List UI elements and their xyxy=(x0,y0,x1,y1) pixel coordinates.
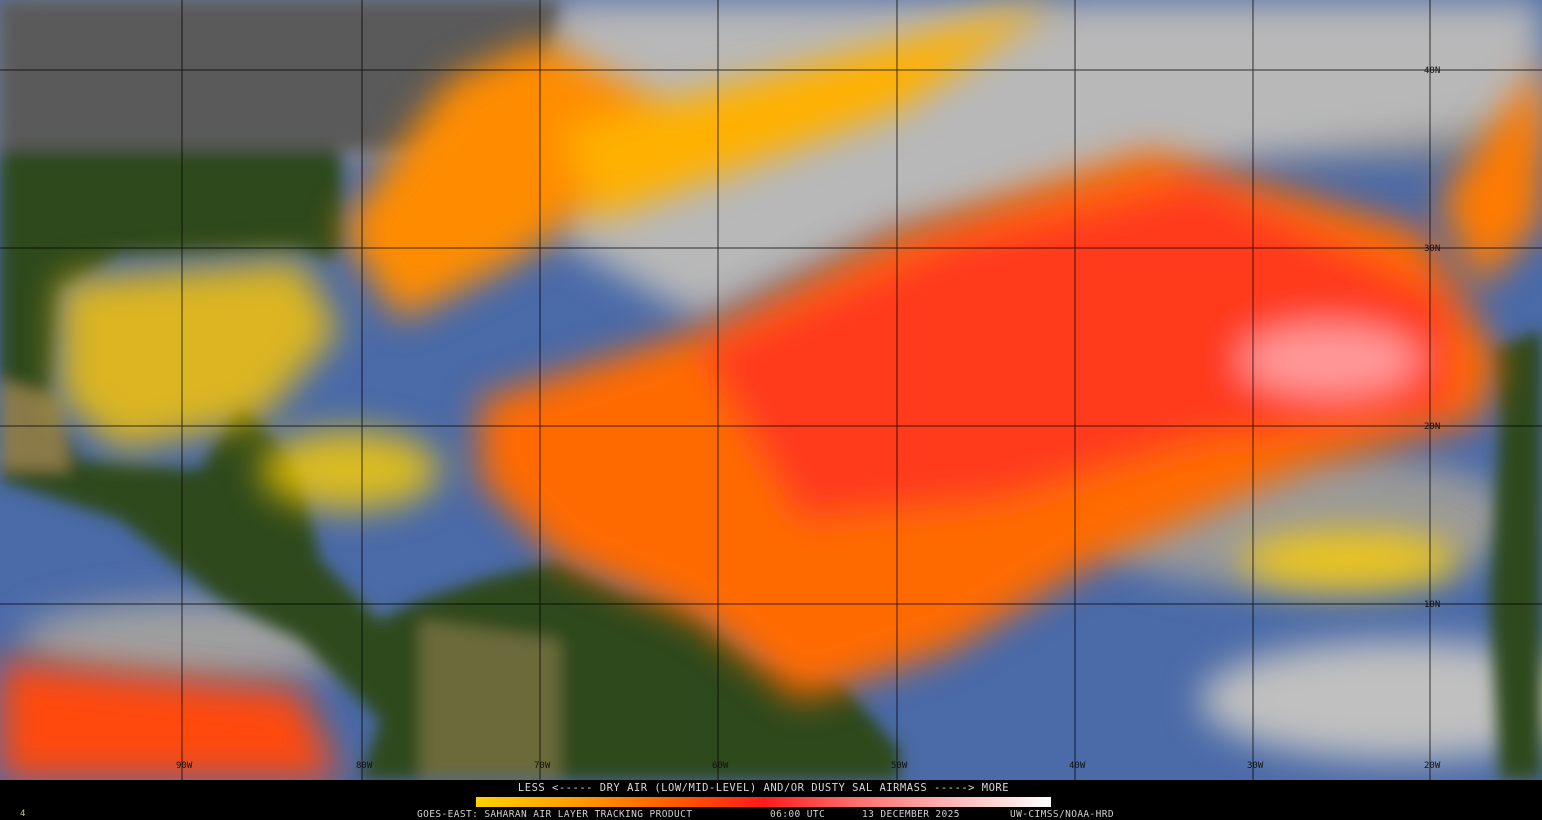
graticule xyxy=(0,0,1542,780)
product-name: GOES-EAST: SAHARAN AIR LAYER TRACKING PR… xyxy=(417,809,693,820)
lon-label: 70W xyxy=(534,761,551,771)
land-layer xyxy=(0,0,1542,780)
latitude-labels: 40N 30N 20N 10N xyxy=(1424,66,1440,610)
lon-label: 60W xyxy=(712,761,729,771)
satellite-map: 90W 80W 70W 60W 50W 40W 30W 20W 40N 30N … xyxy=(0,0,1542,780)
legend-bar: LESS <----- DRY AIR (LOW/MID-LEVEL) AND/… xyxy=(0,780,1542,820)
lat-label: 10N xyxy=(1424,600,1440,610)
lat-label: 30N xyxy=(1424,244,1440,254)
lat-label: 40N xyxy=(1424,66,1440,76)
longitude-labels: 90W 80W 70W 60W 50W 40W 30W 20W xyxy=(176,761,1441,771)
corner-mark: 4 xyxy=(20,809,26,819)
timestamp-time: 06:00 UTC xyxy=(770,809,826,820)
lon-label: 50W xyxy=(891,761,908,771)
lon-label: 40W xyxy=(1069,761,1086,771)
credit: UW-CIMSS/NOAA-HRD xyxy=(1010,809,1115,820)
lon-label: 30W xyxy=(1247,761,1264,771)
lon-label: 80W xyxy=(356,761,373,771)
lat-label: 20N xyxy=(1424,422,1440,432)
color-scale xyxy=(476,797,1051,807)
timestamp-date: 13 DECEMBER 2025 xyxy=(862,809,960,820)
lon-label: 20W xyxy=(1424,761,1441,771)
lon-label: 90W xyxy=(176,761,193,771)
legend-title: LESS <----- DRY AIR (LOW/MID-LEVEL) AND/… xyxy=(517,782,1010,794)
